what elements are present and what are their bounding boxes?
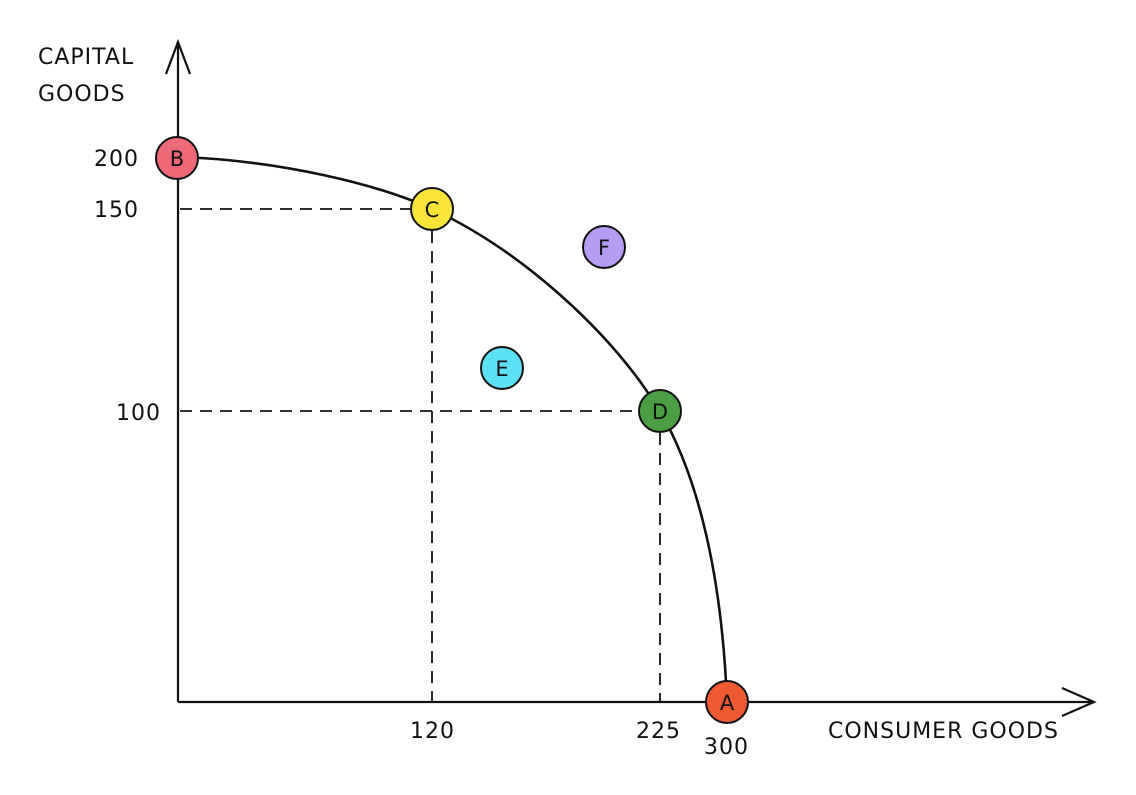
point-c-label: C <box>425 198 440 222</box>
point-e-marker <box>480 346 524 390</box>
x-tick-120: 120 <box>410 719 455 744</box>
point-c-marker <box>410 187 454 231</box>
y-axis-label-line1: CAPITAL <box>38 45 134 70</box>
point-d-marker <box>638 389 682 433</box>
point-b-marker <box>155 136 199 180</box>
x-tick-300: 300 <box>704 735 749 760</box>
x-axis-label: CONSUMER GOODS <box>828 719 1059 744</box>
point-f-marker <box>582 225 626 269</box>
point-d: D <box>638 389 682 433</box>
y-tick-200: 200 <box>94 147 139 172</box>
point-c: C <box>410 187 454 231</box>
point-b-label: B <box>170 147 184 171</box>
x-axis-arrowhead <box>1061 686 1097 718</box>
x-tick-225: 225 <box>636 719 681 744</box>
point-a: A <box>705 680 749 724</box>
point-a-label: A <box>720 691 735 715</box>
point-f-label: F <box>598 236 610 260</box>
point-d-label: D <box>652 400 668 424</box>
point-e-label: E <box>495 357 508 381</box>
point-f: F <box>582 225 626 269</box>
ppf-curve <box>177 155 729 703</box>
y-tick-100: 100 <box>116 401 161 426</box>
point-a-marker <box>705 680 749 724</box>
y-axis-label-line2: GOODS <box>38 82 126 107</box>
y-axis-arrowhead <box>164 38 192 75</box>
point-e: E <box>480 346 524 390</box>
y-tick-150: 150 <box>94 198 139 223</box>
point-b: B <box>155 136 199 180</box>
